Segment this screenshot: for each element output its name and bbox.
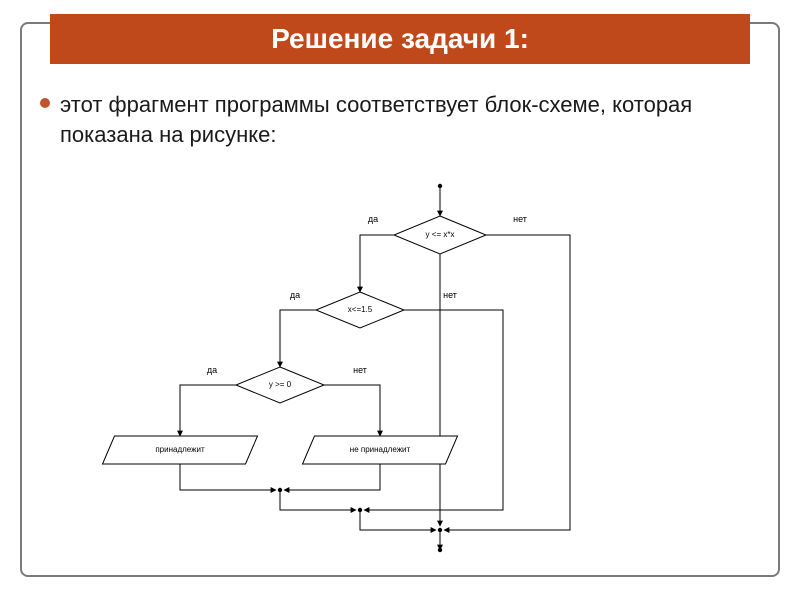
flow-dot bbox=[358, 508, 362, 512]
edge-label: да bbox=[207, 365, 217, 375]
edge bbox=[280, 310, 316, 367]
edges-group: да нет да нет да нет bbox=[180, 186, 570, 550]
edge bbox=[360, 235, 394, 292]
bullet-dot bbox=[40, 98, 50, 108]
flow-dot bbox=[278, 488, 282, 492]
edge-label: нет bbox=[443, 290, 457, 300]
edge bbox=[280, 490, 356, 510]
body-text: этот фрагмент программы соответствует бл… bbox=[60, 92, 692, 147]
decision-label: x<=1.5 bbox=[348, 305, 373, 314]
decision-label: y >= 0 bbox=[269, 380, 292, 389]
edge bbox=[284, 464, 380, 490]
flow-dot bbox=[438, 528, 442, 532]
edge bbox=[360, 510, 436, 530]
edge bbox=[364, 310, 503, 510]
edge bbox=[444, 235, 570, 530]
edge-label: нет bbox=[353, 365, 367, 375]
body-text-block: этот фрагмент программы соответствует бл… bbox=[60, 90, 750, 149]
flowchart-container: да нет да нет да нет y <= x*x x<=1.5 y >= 0 прин… bbox=[70, 180, 730, 560]
edge bbox=[180, 385, 236, 436]
title-bar: Решение задачи 1: bbox=[50, 14, 750, 64]
io-label: принадлежит bbox=[155, 445, 205, 454]
edge bbox=[180, 464, 276, 490]
flowchart-svg: да нет да нет да нет y <= x*x x<=1.5 y >= 0 прин… bbox=[70, 180, 730, 560]
edge-label: да bbox=[290, 290, 300, 300]
flow-dot bbox=[438, 548, 442, 552]
edge-label: да bbox=[368, 214, 378, 224]
flow-dot bbox=[438, 184, 442, 188]
edge-label: нет bbox=[513, 214, 527, 224]
edge bbox=[324, 385, 380, 436]
title-text: Решение задачи 1: bbox=[271, 23, 529, 55]
io-label: не принадлежит bbox=[350, 445, 411, 454]
nodes-group: y <= x*x x<=1.5 y >= 0 принадлежит не принад… bbox=[103, 184, 487, 552]
decision-label: y <= x*x bbox=[426, 230, 455, 239]
